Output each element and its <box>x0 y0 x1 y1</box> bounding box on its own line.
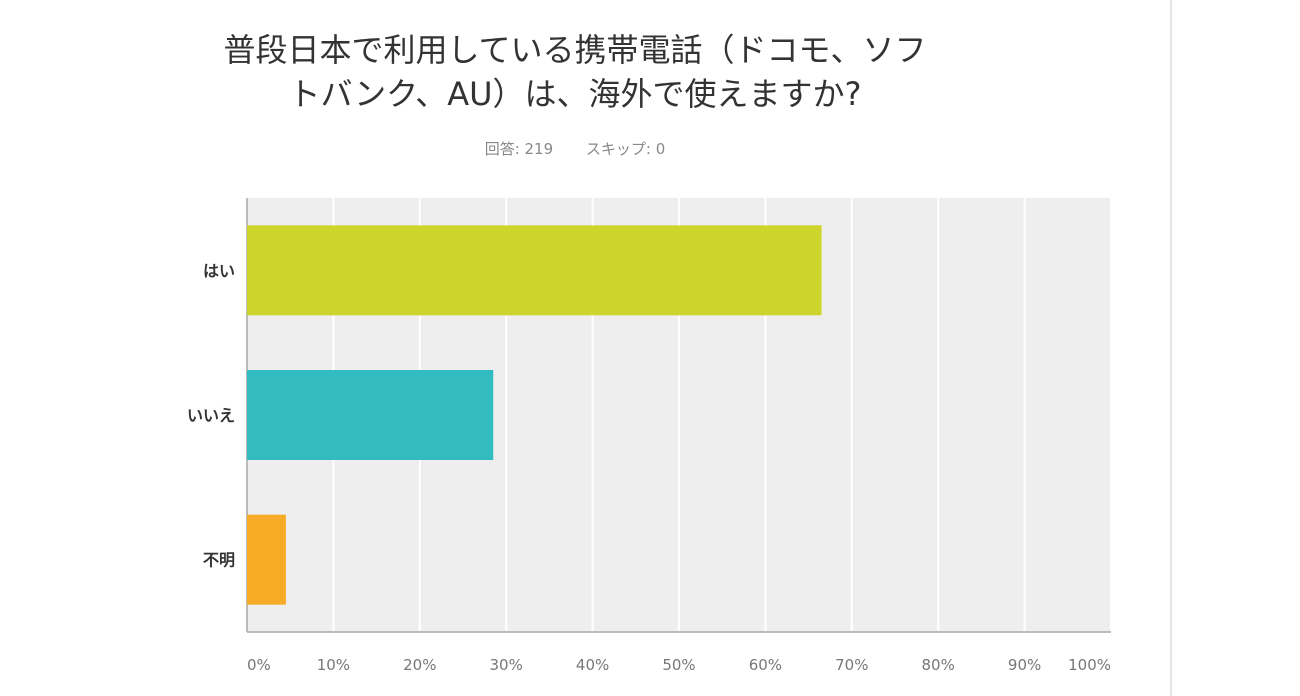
x-tick-label: 10% <box>317 656 350 674</box>
chart-title-line-2: トバンク、AU）は、海外で使えますか? <box>288 75 862 113</box>
bar-1 <box>247 225 822 316</box>
right-divider <box>1170 0 1172 696</box>
x-tick-label: 80% <box>922 656 955 674</box>
x-tick-label: 100% <box>1068 656 1111 674</box>
bar-2 <box>247 370 494 460</box>
x-tick-label: 90% <box>1008 656 1041 674</box>
x-tick-label: 40% <box>576 656 609 674</box>
bar-3 <box>247 514 286 605</box>
category-label: はい <box>203 261 235 280</box>
x-tick-label: 30% <box>490 656 523 674</box>
x-tick-label: 70% <box>835 656 868 674</box>
x-tick-label: 0% <box>247 656 271 674</box>
skipped-count: スキップ: 0 <box>585 140 666 158</box>
x-tick-label: 20% <box>403 656 436 674</box>
response-stats: 回答: 219 スキップ: 0 <box>120 138 1030 159</box>
chart-title: 普段日本で利用している携帯電話（ドコモ、ソフ トバンク、AU）は、海外で使えます… <box>120 28 1030 116</box>
answered-count: 回答: 219 <box>484 140 554 158</box>
category-label: いいえ <box>187 406 235 425</box>
chart-title-line-1: 普段日本で利用している携帯電話（ドコモ、ソフ <box>223 31 927 69</box>
category-label: 不明 <box>203 551 235 570</box>
x-tick-label: 50% <box>662 656 695 674</box>
x-tick-label: 60% <box>749 656 782 674</box>
